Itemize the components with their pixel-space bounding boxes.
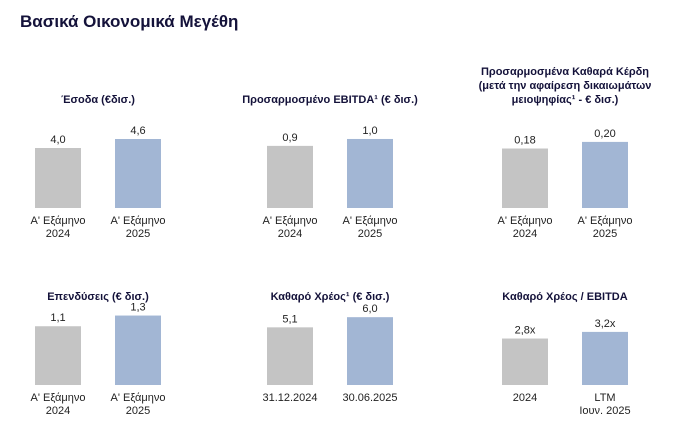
bar-current xyxy=(582,141,628,208)
category-label: 30.06.2025 xyxy=(342,392,397,404)
data-label: 0,9 xyxy=(282,132,297,144)
data-label: 4,0 xyxy=(50,134,65,146)
chart-panel-6: Καθαρό Χρέος / EBITDA 2,8x 2024 3,2x LTMΙουν… xyxy=(502,291,631,417)
chart-title: Προσαρμοσμένο EBITDA¹ (€ δισ.) xyxy=(242,94,418,106)
category-label: Α' Εξάμηνο xyxy=(498,215,553,227)
category-label: LTM xyxy=(594,392,615,404)
data-label: 0,20 xyxy=(594,128,615,140)
bar-current xyxy=(347,138,393,208)
category-label: 2025 xyxy=(358,228,382,240)
category-label: 2024 xyxy=(46,405,70,417)
category-label: 2024 xyxy=(513,392,537,404)
category-label: Α' Εξάμηνο xyxy=(578,215,633,227)
category-label: 2024 xyxy=(513,228,537,240)
category-label: 2024 xyxy=(46,228,70,240)
chart-title: Έσοδα (€δισ.) xyxy=(61,94,135,106)
chart-title: Καθαρό Χρέος¹ (€ δισ.) xyxy=(271,291,390,303)
chart-panel-5: Καθαρό Χρέος¹ (€ δισ.) 5,1 31.12.2024 6,0 30… xyxy=(262,291,397,404)
chart-panel-3: Προσαρμοσμένα Καθαρά Κέρδη (μετά την αφαί… xyxy=(479,66,652,240)
category-label: Α' Εξάμηνο xyxy=(343,215,398,227)
category-label: Ιουν. 2025 xyxy=(579,405,630,417)
category-label: Α' Εξάμηνο xyxy=(111,215,166,227)
bar-prior xyxy=(267,327,313,385)
category-label: Α' Εξάμηνο xyxy=(263,215,318,227)
data-label: 1,0 xyxy=(362,125,377,137)
category-label: 2024 xyxy=(278,228,302,240)
category-label: 31.12.2024 xyxy=(262,392,317,404)
category-label: Α' Εξάμηνο xyxy=(31,392,86,404)
data-label: 1,1 xyxy=(50,312,65,324)
data-label: 2,8x xyxy=(515,325,536,337)
page-title: Βασικά Οικονομικά Μεγέθη xyxy=(20,12,239,31)
category-label: 2025 xyxy=(126,405,150,417)
bar-prior xyxy=(502,148,548,208)
category-label: Α' Εξάμηνο xyxy=(111,392,166,404)
category-label: Α' Εξάμηνο xyxy=(31,215,86,227)
chart-title: (μετά την αφαίρεση δικαιωμάτων xyxy=(479,80,652,92)
bar-prior xyxy=(502,338,548,385)
bar-current xyxy=(115,139,161,208)
bar-prior xyxy=(35,148,81,208)
bar-current xyxy=(582,331,628,385)
chart-title: Επενδύσεις (€ δισ.) xyxy=(47,291,149,303)
bar-prior xyxy=(267,145,313,208)
category-label: 2025 xyxy=(126,228,150,240)
category-label: 2025 xyxy=(593,228,617,240)
chart-title: Προσαρμοσμένα Καθαρά Κέρδη xyxy=(481,66,649,78)
chart-title: μειοψηφίας¹ - € δισ.) xyxy=(512,94,619,106)
chart-panel-4: Επενδύσεις (€ δισ.)1,1Α' Εξάμηνο20241,3Α… xyxy=(31,291,166,417)
bar-current xyxy=(115,315,161,385)
data-label: 3,2x xyxy=(595,318,616,330)
chart-panel-2: Προσαρμοσμένο EBITDA¹ (€ δισ.) 0,9 Α' Εξάμ… xyxy=(242,94,418,240)
data-label: 4,6 xyxy=(130,125,145,137)
bar-prior xyxy=(35,326,81,385)
bar-current xyxy=(347,317,393,385)
data-label: 0,18 xyxy=(514,135,535,147)
chart-title: Καθαρό Χρέος / EBITDA xyxy=(502,291,627,303)
data-label: 6,0 xyxy=(362,303,377,315)
data-label: 1,3 xyxy=(130,302,145,314)
data-label: 5,1 xyxy=(282,313,297,325)
